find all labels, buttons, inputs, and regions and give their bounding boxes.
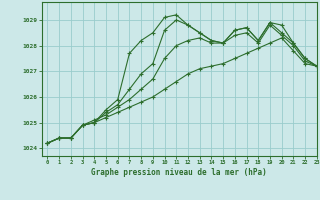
X-axis label: Graphe pression niveau de la mer (hPa): Graphe pression niveau de la mer (hPa) [91,168,267,177]
